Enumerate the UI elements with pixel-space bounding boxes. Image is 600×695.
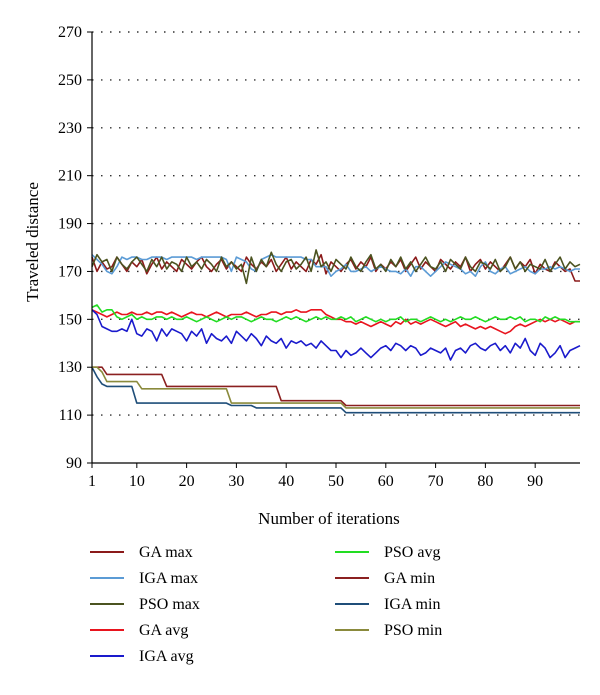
legend: GA max IGA max PSO max GA avg IGA avg PSO avg… — [90, 544, 442, 665]
series-line-iga-max — [91, 253, 580, 278]
y-tick-label: 150 — [58, 311, 82, 328]
series-line-pso-min — [92, 366, 580, 409]
series-line-pso-max — [91, 249, 581, 285]
legend-label: GA max — [139, 544, 193, 561]
legend-label: PSO min — [384, 622, 442, 639]
legend-label: PSO max — [139, 596, 200, 613]
series-line-iga-avg — [91, 309, 581, 361]
axes — [91, 32, 580, 464]
y-tick-label: 110 — [59, 407, 82, 424]
x-tick-label: 80 — [477, 473, 493, 490]
x-tick-label: 1 — [88, 473, 96, 490]
x-tick-label: 20 — [179, 473, 195, 490]
y-tick-label: 190 — [58, 216, 82, 233]
x-tick-label: 70 — [428, 473, 444, 490]
y-tick-label: 210 — [58, 168, 82, 185]
y-tick-label: 130 — [58, 359, 82, 376]
legend-label: GA min — [384, 570, 435, 587]
x-tick-label: 10 — [129, 473, 145, 490]
legend-label: IGA avg — [139, 648, 194, 665]
x-tick-label: 90 — [527, 473, 543, 490]
y-tick-label: 170 — [58, 263, 82, 280]
series-line-iga-min — [91, 366, 580, 414]
x-axis-title: Number of iterations — [258, 509, 400, 528]
x-tick-label: 30 — [228, 473, 244, 490]
x-tick-label: 60 — [378, 473, 394, 490]
legend-label: GA avg — [139, 622, 188, 639]
series-line-pso-avg — [91, 304, 580, 323]
grid-lines — [92, 31, 580, 416]
x-tick-label: 40 — [278, 473, 294, 490]
y-tick-label: 90 — [66, 455, 82, 472]
y-tick-label: 230 — [58, 120, 82, 137]
x-tick-label: 50 — [328, 473, 344, 490]
legend-label: IGA max — [139, 570, 198, 587]
legend-label: PSO avg — [384, 544, 440, 561]
y-tick-label: 250 — [58, 72, 82, 89]
y-axis-title: Traveled distance — [23, 182, 42, 302]
series-line-ga-avg — [91, 308, 580, 335]
plot-series — [91, 249, 581, 414]
x-tick-labels: 1 10 20 30 40 50 60 70 80 90 — [88, 463, 543, 490]
y-tick-labels: 90 110 130 150 170 190 210 230 250 270 — [58, 24, 92, 472]
series-line-ga-min — [92, 366, 580, 407]
y-tick-label: 270 — [58, 24, 82, 41]
legend-label: IGA min — [384, 596, 440, 613]
